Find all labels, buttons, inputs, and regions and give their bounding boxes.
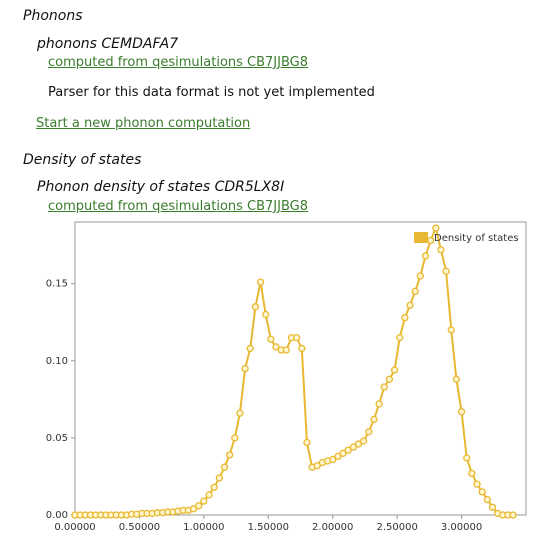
point — [236, 409, 244, 417]
x-tick-label: 1.50000 — [248, 522, 289, 533]
point — [370, 415, 378, 424]
point — [246, 344, 254, 353]
point — [447, 326, 455, 334]
x-tick-label: 0.50000 — [119, 522, 160, 533]
y-tick-label: 0.15 — [46, 279, 68, 290]
point — [463, 454, 471, 462]
point — [215, 474, 223, 482]
point — [421, 252, 430, 260]
y-tick-label: 0.05 — [46, 433, 68, 444]
x-tick-label: 2.50000 — [376, 522, 417, 533]
message: Parser for this data format is not yet i… — [48, 85, 375, 100]
point — [195, 502, 203, 510]
item-title: Phonon density of states CDR5LX8I — [37, 179, 285, 195]
legend-swatch — [414, 232, 428, 243]
point — [205, 491, 213, 499]
x-tick-label: 1.00000 — [183, 522, 224, 533]
point — [375, 400, 383, 408]
x-tick-label: 3.00000 — [441, 522, 482, 533]
point — [488, 503, 497, 511]
point — [231, 434, 239, 442]
point — [468, 469, 476, 478]
point — [396, 334, 404, 342]
point — [339, 449, 347, 457]
point — [298, 344, 306, 353]
point — [442, 267, 450, 275]
point — [432, 224, 440, 232]
point — [390, 366, 399, 374]
point — [256, 278, 265, 286]
point — [210, 483, 218, 491]
point — [329, 455, 337, 464]
point — [282, 346, 290, 354]
point — [401, 313, 409, 322]
point — [251, 303, 260, 311]
point — [354, 440, 363, 448]
point — [452, 375, 461, 383]
section-heading: Density of states — [23, 152, 142, 168]
y-tick-label: 0.10 — [46, 356, 68, 367]
point — [189, 505, 198, 513]
point — [225, 451, 234, 459]
link[interactable]: Start a new phonon computation — [36, 116, 251, 131]
point — [426, 236, 435, 245]
point — [344, 446, 352, 454]
point — [385, 375, 394, 383]
point — [349, 443, 357, 451]
point — [334, 452, 342, 461]
legend-label: Density of states — [434, 233, 519, 244]
point — [416, 272, 424, 280]
point — [509, 511, 517, 519]
plot-frame — [74, 221, 527, 516]
link[interactable]: computed from qesimulations CB7JJBG8 — [48, 55, 309, 70]
point — [200, 497, 208, 505]
section-heading: Phonons — [23, 8, 83, 24]
point — [313, 462, 321, 470]
point — [267, 335, 275, 343]
point — [457, 408, 466, 416]
point — [272, 343, 280, 351]
point — [473, 480, 481, 488]
point — [241, 364, 249, 373]
y-tick-label: 0.00 — [46, 510, 68, 521]
point — [220, 463, 229, 471]
point — [303, 438, 311, 447]
point — [406, 301, 414, 309]
x-tick-label: 2.00000 — [312, 522, 353, 533]
item-title: phonons CEMDAFA7 — [37, 36, 179, 52]
point — [292, 334, 301, 342]
point — [365, 428, 373, 436]
point — [478, 488, 486, 496]
point — [411, 287, 419, 296]
point — [359, 437, 368, 445]
link[interactable]: computed from qesimulations CB7JJBG8 — [48, 199, 309, 214]
x-tick-label: 0.00000 — [54, 522, 95, 533]
point — [262, 310, 270, 319]
point — [437, 246, 445, 254]
point — [380, 383, 388, 391]
point — [483, 495, 491, 504]
